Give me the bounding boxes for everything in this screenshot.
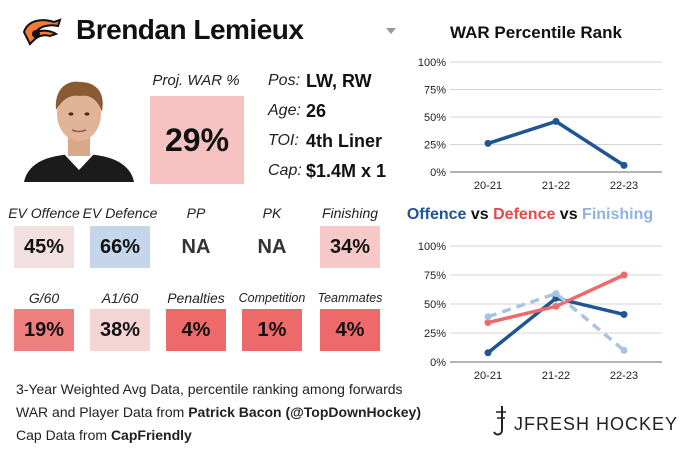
war-chart-war-point (552, 117, 560, 125)
pos-label: Pos: (268, 72, 301, 89)
proj-war-value: 29% (150, 96, 244, 184)
flyers-logo-icon (22, 18, 62, 46)
ev-defence-value: 66% (90, 226, 150, 268)
war-chart-xtick-label: 20-21 (474, 180, 502, 192)
comparison-chart-offence-point (484, 349, 492, 357)
g60-value: 19% (14, 309, 74, 351)
pk-value: NA (242, 226, 302, 268)
finishing-label: Finishing (321, 205, 379, 221)
comparison-chart-xtick-label: 20-21 (474, 370, 502, 382)
player-name: Brendan Lemieux (76, 14, 304, 45)
offence-defence-finishing-chart: Offence vs Defence vs Finishing 0% 25% 50%… (407, 206, 662, 382)
pp-label: PP (186, 205, 206, 221)
competition-label: Competition (238, 291, 306, 305)
chevron-down-icon[interactable] (386, 28, 396, 34)
pos-value: LW, RW (306, 71, 372, 91)
finishing-value: 34% (320, 226, 380, 268)
comparison-chart-ytick-label: 100% (418, 241, 446, 253)
comparison-chart-ytick-label: 50% (424, 299, 446, 311)
war-chart-war-point (620, 161, 628, 169)
title-finishing: Finishing (582, 206, 653, 223)
comparison-chart-title: Offence vs Defence vs Finishing (407, 206, 653, 223)
ev-offence-value: 45% (14, 226, 74, 268)
war-chart-xtick-label: 21-22 (542, 180, 570, 192)
competition-value: 1% (242, 309, 302, 351)
pk-label: PK (262, 205, 282, 221)
toi-value: 4th Liner (306, 131, 383, 151)
title-vs-2: vs (555, 206, 582, 223)
teammates-value: 4% (320, 309, 380, 351)
comparison-chart-ytick-label: 75% (424, 270, 446, 282)
footer-war-source: WAR and Player Data from Patrick Bacon (… (16, 404, 421, 420)
teammates-label: Teammates (317, 291, 383, 305)
comparison-chart-ytick-label: 0% (430, 357, 446, 369)
comparison-chart-finishing-line (487, 291, 626, 352)
footer-cap-source: Cap Data from CapFriendly (16, 427, 192, 443)
age-label: Age: (268, 102, 301, 119)
g60-label: G/60 (28, 290, 60, 306)
ev-offence-label: EV Offence (8, 205, 80, 221)
a160-value: 38% (90, 309, 150, 351)
title-defence: Defence (493, 206, 555, 223)
war-chart-war-line (487, 119, 625, 167)
comparison-chart-xtick-label: 22-23 (610, 370, 638, 382)
war-percentile-chart: WAR Percentile Rank 0% 25% 50% 75% 100% 20-21… (418, 23, 662, 192)
proj-war-label: Proj. WAR % (152, 72, 240, 89)
war-chart-ytick-label: 100% (418, 57, 446, 69)
comparison-chart-finishing-point (552, 290, 560, 298)
comparison-chart-offence-point (620, 310, 628, 318)
jfresh-logo-icon (493, 406, 506, 436)
cap-value: $1.4M x 1 (306, 161, 387, 181)
comparison-chart-finishing-point (484, 313, 492, 321)
a160-label: A1/60 (101, 290, 139, 306)
war-chart-xtick-label: 22-23 (610, 180, 638, 192)
title-vs-1: vs (466, 206, 493, 223)
war-chart-ytick-label: 50% (424, 112, 446, 124)
comparison-chart-defence-point (620, 271, 628, 279)
comparison-chart-ytick-label: 25% (424, 328, 446, 340)
player-photo (14, 70, 144, 182)
war-chart-ytick-label: 25% (424, 140, 446, 152)
title-offence: Offence (407, 206, 467, 223)
toi-label: TOI: (268, 132, 299, 149)
cap-label: Cap: (268, 162, 302, 179)
brand-name: JFRESH HOCKEY (514, 414, 679, 434)
penalties-label: Penalties (167, 290, 225, 306)
comparison-chart-defence-point (552, 302, 560, 310)
war-chart-ytick-label: 75% (424, 85, 446, 97)
comparison-chart-xtick-label: 21-22 (542, 370, 570, 382)
comparison-chart-finishing-point (620, 346, 628, 354)
penalties-value: 4% (166, 309, 226, 351)
pp-value: NA (166, 226, 226, 268)
war-chart-ytick-label: 0% (430, 167, 446, 179)
comparison-chart-defence-point (484, 319, 492, 327)
war-chart-title: WAR Percentile Rank (450, 23, 622, 42)
age-value: 26 (306, 101, 327, 121)
war-chart-war-point (484, 139, 492, 147)
ev-defence-label: EV Defence (82, 205, 158, 221)
footer-note: 3-Year Weighted Avg Data, percentile ran… (16, 381, 403, 397)
